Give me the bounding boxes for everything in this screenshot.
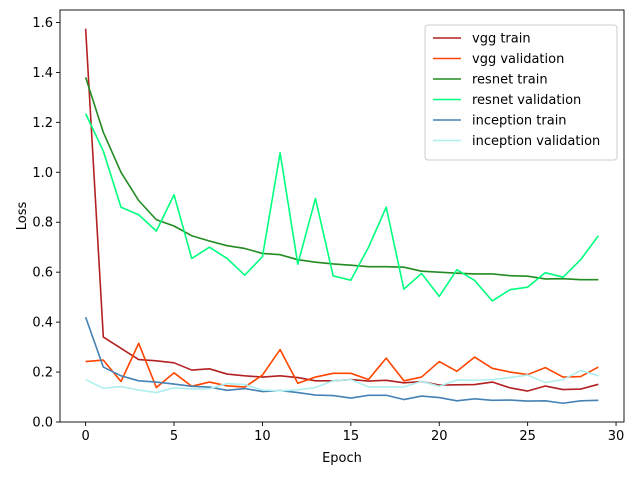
series-line	[84, 77, 599, 281]
y-tick-label: 0.0	[32, 416, 53, 431]
y-tick-label: 0.8	[32, 216, 53, 231]
x-tick-label: 20	[431, 429, 448, 444]
plot-frame	[59, 9, 625, 423]
series-line	[84, 316, 599, 405]
x-tick-label: 30	[608, 429, 625, 444]
legend-label: inception validation	[472, 134, 600, 149]
x-tick-label: 0	[81, 429, 89, 444]
y-axis-label: Loss	[15, 202, 30, 231]
legend-label: resnet train	[472, 73, 548, 88]
y-tick-label: 1.6	[32, 16, 53, 31]
series-line	[85, 369, 599, 394]
y-tick-label: 1.0	[32, 166, 53, 181]
x-tick-label: 5	[170, 429, 178, 444]
legend-label: vgg validation	[472, 52, 564, 67]
axes-layer: 0 5 10 15 20 25 30 0.0 0.2 0.4 0.6 0.8 1.0 1.2 1.4 1.6	[32, 9, 625, 444]
legend-label: vgg train	[472, 32, 531, 47]
legend-label: resnet validation	[472, 93, 581, 108]
y-tick-label: 0.2	[32, 366, 53, 381]
y-tick-label: 0.4	[32, 316, 53, 331]
x-axis-label: Epoch	[322, 451, 362, 466]
x-tick-label: 15	[343, 429, 360, 444]
x-tick-label: 25	[519, 429, 536, 444]
y-tick-label: 1.4	[32, 66, 53, 81]
y-tick-label: 1.2	[32, 116, 53, 131]
series-line	[84, 113, 600, 302]
series-layer	[84, 28, 600, 405]
x-tick-label: 10	[254, 429, 271, 444]
legend-label: inception train	[472, 114, 567, 129]
legend-box	[424, 24, 618, 161]
legend: vgg train vgg validation resnet train resne…	[424, 24, 618, 161]
series-line	[85, 342, 599, 389]
y-tick-label: 0.6	[32, 266, 53, 281]
